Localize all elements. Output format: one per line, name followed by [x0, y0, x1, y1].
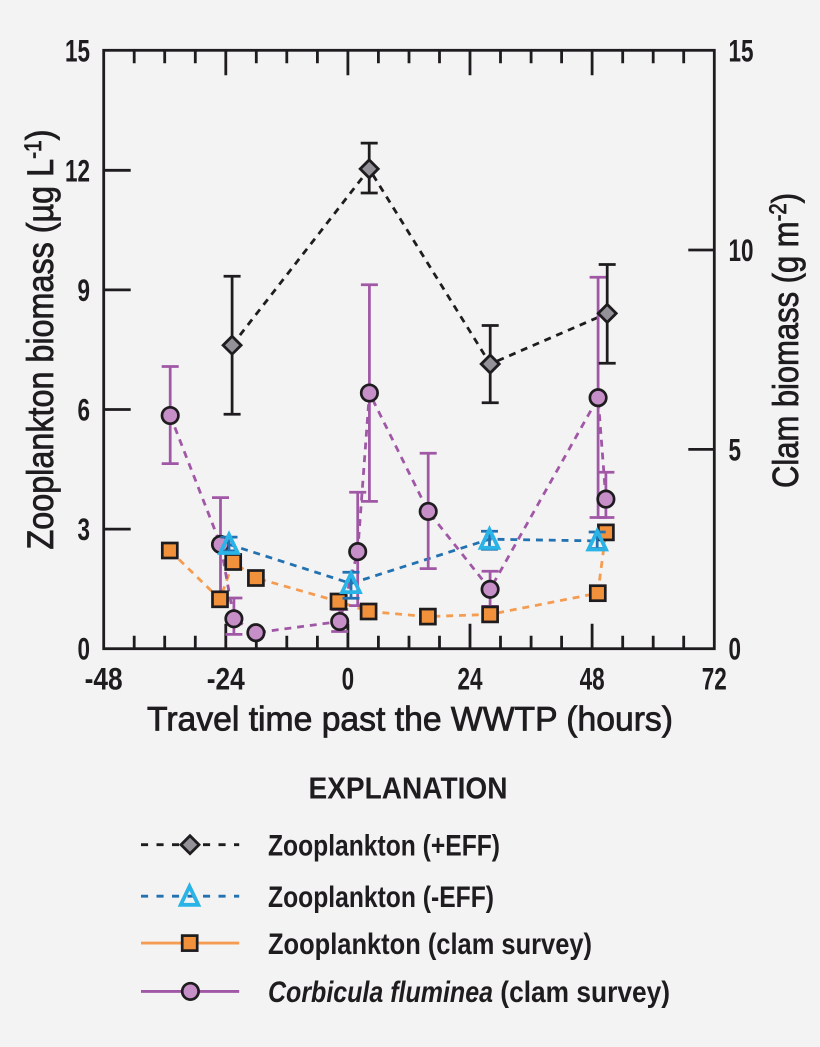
svg-text:12: 12: [65, 152, 90, 188]
svg-text:24: 24: [458, 661, 483, 697]
svg-text:48: 48: [580, 661, 605, 697]
svg-text:-24: -24: [207, 661, 245, 697]
svg-text:5: 5: [729, 431, 742, 467]
svg-text:0: 0: [342, 661, 355, 697]
svg-text:Corbicula fluminea (clam surve: Corbicula fluminea (clam survey): [268, 976, 670, 1009]
svg-text:Clam biomass (g m-2): Clam biomass (g m-2): [764, 193, 806, 488]
svg-text:15: 15: [729, 33, 754, 69]
svg-text:Travel time past the WWTP (hou: Travel time past the WWTP (hours): [147, 701, 673, 739]
svg-text:6: 6: [78, 391, 91, 427]
svg-text:-48: -48: [85, 661, 123, 697]
svg-text:10: 10: [729, 232, 754, 268]
svg-text:9: 9: [78, 272, 91, 308]
svg-text:0: 0: [78, 631, 91, 667]
svg-text:15: 15: [65, 33, 90, 69]
svg-text:3: 3: [78, 511, 91, 547]
svg-text:Zooplankton (clam survey): Zooplankton (clam survey): [268, 928, 592, 961]
svg-text:72: 72: [702, 661, 727, 697]
svg-text:0: 0: [729, 631, 742, 667]
svg-text:EXPLANATION: EXPLANATION: [309, 772, 508, 806]
svg-text:Zooplankton (-EFF): Zooplankton (-EFF): [268, 881, 494, 914]
svg-text:Zooplankton (+EFF): Zooplankton (+EFF): [268, 830, 500, 863]
svg-text:Zooplankton biomass (µg L-1): Zooplankton biomass (µg L-1): [19, 130, 61, 550]
